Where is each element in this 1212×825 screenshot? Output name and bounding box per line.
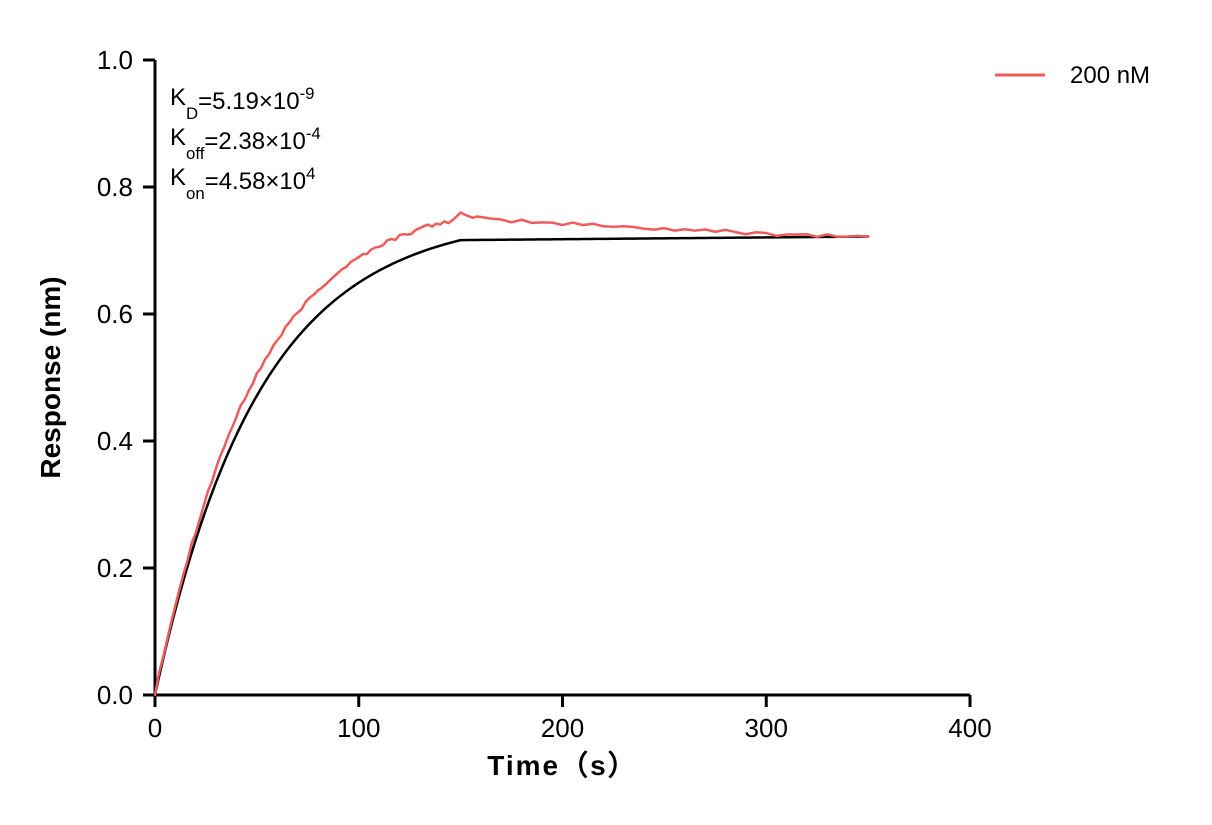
y-tick-label: 0.0: [97, 680, 133, 710]
x-tick-label: 0: [148, 713, 162, 743]
x-tick-label: 100: [337, 713, 380, 743]
y-tick-label: 0.2: [97, 553, 133, 583]
legend-label: 200 nM: [1070, 62, 1150, 89]
y-tick-label: 0.6: [97, 299, 133, 329]
y-axis-label: Response (nm): [35, 276, 66, 478]
kinetics-chart: 0 100 200 300 400 0.0 0.2 0.4 0.6 0.8 1.0 Time（s） Re…: [0, 0, 1212, 825]
y-tick-label: 1.0: [97, 45, 133, 75]
x-tick-label: 400: [948, 713, 991, 743]
y-tick-label: 0.8: [97, 172, 133, 202]
y-tick-label: 0.4: [97, 426, 133, 456]
chart-svg: 0 100 200 300 400 0.0 0.2 0.4 0.6 0.8 1.0 Time（s） Re…: [0, 0, 1212, 825]
x-tick-label: 200: [541, 713, 584, 743]
x-tick-label: 300: [745, 713, 788, 743]
x-axis-label: Time（s）: [487, 749, 637, 781]
